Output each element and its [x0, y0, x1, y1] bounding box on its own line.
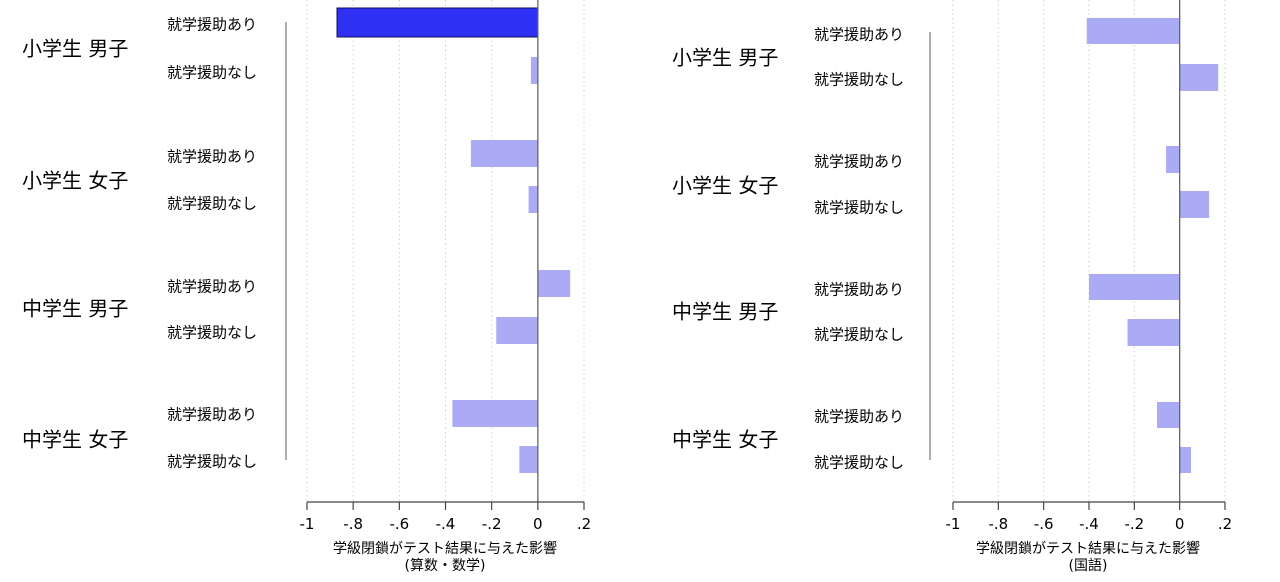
- chart2-x-tick-label-1: -.8: [988, 515, 1008, 533]
- chart1-bar-3-1: [519, 446, 538, 473]
- chart2-x-tick-label-0: -1: [946, 515, 961, 533]
- chart2-bar-0-0: [1086, 18, 1180, 44]
- chart2-group-label-1: 小学生 女子: [672, 174, 778, 198]
- chart1-bar-label-3-0: 就学援助あり: [167, 406, 257, 424]
- chart2-bar-0-1: [1179, 64, 1219, 91]
- chart2-group-label-3: 中学生 女子: [672, 428, 778, 452]
- chart2-group-label-2: 中学生 男子: [672, 300, 778, 324]
- chart2-x-tick-label-5: 0: [1175, 515, 1185, 533]
- chart2-bar-label-1-0: 就学援助あり: [814, 153, 904, 171]
- chart2-x-tick-label-2: -.6: [1034, 515, 1054, 533]
- chart1-bar-0-1: [530, 57, 538, 84]
- chart1-bar-0-0: [336, 7, 539, 38]
- chart1-x-tick-label-2: -.6: [389, 515, 409, 533]
- chart2-bar-2-1: [1127, 319, 1180, 346]
- chart1-bar-label-2-0: 就学援助あり: [167, 278, 257, 296]
- chart2-bar-label-2-1: 就学援助なし: [814, 326, 904, 344]
- chart2-x-axis-subtitle: (国語): [1069, 558, 1108, 574]
- chart1-x-tick-label-3: -.4: [436, 515, 456, 533]
- chart1-x-tick-label-4: -.2: [482, 515, 502, 533]
- chart2-bar-3-0: [1157, 402, 1180, 428]
- chart2-x-tick-label-3: -.4: [1079, 515, 1099, 533]
- chart2-bar-label-3-0: 就学援助あり: [814, 408, 904, 426]
- chart1-bar-label-0-1: 就学援助なし: [167, 64, 257, 82]
- chart2-bar-1-1: [1179, 191, 1210, 218]
- chart1-x-tick-label-5: 0: [533, 515, 543, 533]
- chart1-bar-label-1-0: 就学援助あり: [167, 148, 257, 166]
- chart1-group-label-3: 中学生 女子: [22, 428, 128, 452]
- chart1-x-axis-title: 学級閉鎖がテスト結果に与えた影響: [333, 540, 557, 557]
- chart1-bar-label-2-1: 就学援助なし: [167, 324, 257, 342]
- chart1-group-label-0: 小学生 男子: [22, 37, 128, 61]
- chart1-bar-label-3-1: 就学援助なし: [167, 453, 257, 471]
- chart1-bar-2-1: [496, 317, 538, 344]
- chart2-bar-2-0: [1089, 274, 1180, 300]
- chart2-x-tick-label-6: .2: [1218, 515, 1232, 533]
- chart1-bar-2-0: [537, 270, 571, 297]
- chart2-bar-label-2-0: 就学援助あり: [814, 281, 904, 299]
- chart2-group-label-0: 小学生 男子: [672, 46, 778, 70]
- chart2-bar-label-1-1: 就学援助なし: [814, 199, 904, 217]
- chart1-bar-1-1: [528, 186, 538, 213]
- chart1-x-tick-label-6: .2: [577, 515, 591, 533]
- chart1-bar-3-0: [452, 400, 538, 427]
- chart1-x-tick-label-1: -.8: [343, 515, 363, 533]
- chart2-bar-3-1: [1179, 447, 1191, 473]
- chart2-x-tick-label-4: -.2: [1124, 515, 1144, 533]
- chart1-group-label-1: 小学生 女子: [22, 169, 128, 193]
- chart2-bar-1-0: [1166, 146, 1180, 173]
- chart2-bar-label-3-1: 就学援助なし: [814, 454, 904, 472]
- chart1-x-tick-label-0: -1: [300, 515, 315, 533]
- chart1-group-label-2: 中学生 男子: [22, 297, 128, 321]
- chart2-bar-label-0-1: 就学援助なし: [814, 71, 904, 89]
- chart1-bar-1-0: [470, 140, 538, 167]
- chart2-x-axis-title: 学級閉鎖がテスト結果に与えた影響: [976, 540, 1200, 557]
- chart1-bar-label-0-0: 就学援助あり: [167, 16, 257, 34]
- chart1-x-axis-subtitle: (算数・数学): [405, 558, 486, 574]
- chart1-bar-label-1-1: 就学援助なし: [167, 195, 257, 213]
- chart2-bar-label-0-0: 就学援助あり: [814, 26, 904, 44]
